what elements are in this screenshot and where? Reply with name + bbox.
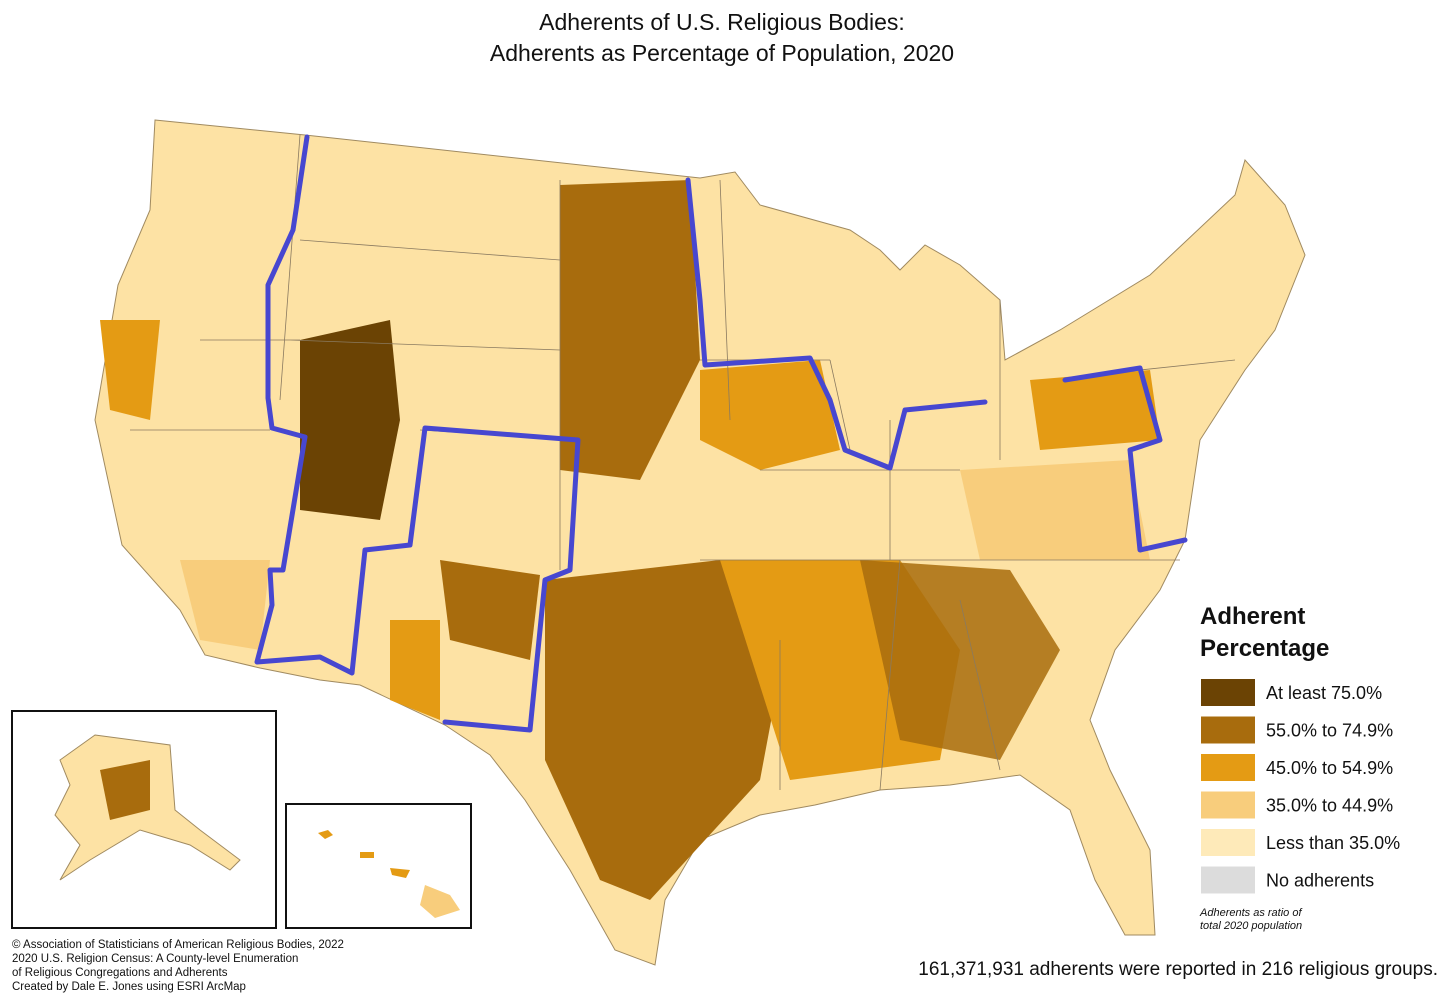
hawaii-inset: [285, 803, 472, 929]
credit-line: 2020 U.S. Religion Census: A County-leve…: [12, 953, 298, 965]
legend-title: Adherent: [1200, 603, 1305, 630]
legend-title: Percentage: [1200, 635, 1329, 662]
hawaii-big-island: [420, 885, 460, 918]
legend-swatch: [1201, 679, 1255, 706]
legend-swatch: [1201, 791, 1255, 819]
region-outlines: [254, 134, 1188, 733]
legend-label: 35.0% to 44.9%: [1266, 796, 1393, 816]
credit-line: of Religious Congregations and Adherents: [12, 967, 228, 979]
legend-swatch: [1201, 716, 1255, 744]
legend-swatch: [1201, 754, 1255, 781]
legend-swatch: [1201, 866, 1255, 894]
inset-frame: [285, 803, 472, 929]
us-map: [94, 119, 1306, 966]
legend-note: Adherents as ratio of: [1199, 907, 1302, 919]
credit-line: Created by Dale E. Jones using ESRI ArcM…: [12, 981, 246, 993]
legend-note: total 2020 population: [1200, 920, 1302, 932]
legend-swatch: [1201, 829, 1255, 856]
alaska-patch: [100, 760, 150, 820]
hawaii-islands: [318, 830, 410, 878]
title-line: Adherents as Percentage of Population, 2…: [490, 40, 954, 66]
legend-label: Less than 35.0%: [1266, 833, 1400, 853]
title-line: Adherents of U.S. Religious Bodies:: [539, 9, 905, 35]
legend-label: 45.0% to 54.9%: [1266, 758, 1393, 778]
summary: 161,371,931 adherents were reported in 2…: [918, 959, 1438, 980]
legend-label: At least 75.0%: [1266, 683, 1382, 703]
legend-label: No adherents: [1266, 871, 1374, 891]
legend-label: 55.0% to 74.9%: [1266, 721, 1393, 741]
county-patches: [100, 180, 1160, 900]
credit-line: © Association of Statisticians of Americ…: [12, 939, 344, 951]
alaska-inset: [11, 710, 277, 929]
legend: At least 75.0% 55.0% to 74.9% 45.0% to 54.…: [1201, 679, 1400, 894]
inset-frame: [11, 710, 277, 929]
